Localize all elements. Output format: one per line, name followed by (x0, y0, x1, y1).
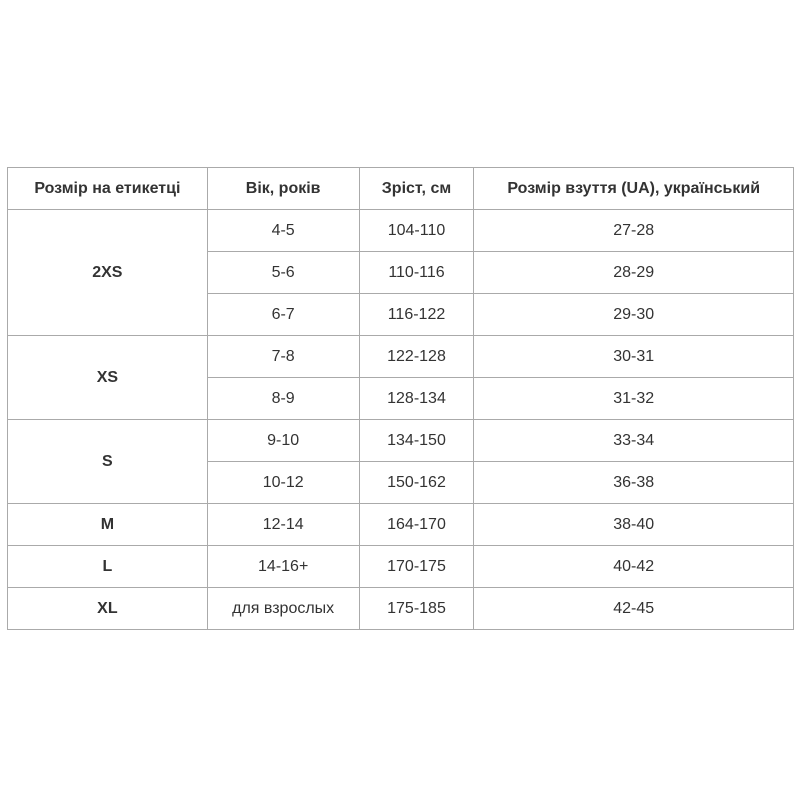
height-cell: 134-150 (358, 419, 475, 462)
age-cell: 5-6 (206, 251, 360, 294)
height-cell: 175-185 (358, 587, 475, 630)
height-cell: 150-162 (358, 461, 475, 504)
height-cell: 122-128 (358, 335, 475, 378)
table-row: S 9-10 134-150 33-34 (7, 419, 794, 504)
shoe-size-cell: 38-40 (473, 503, 794, 546)
shoe-size-cell: 31-32 (473, 377, 794, 420)
shoe-size-cell: 29-30 (473, 293, 794, 336)
age-cell: 10-12 (206, 461, 360, 504)
header-shoe-size: Розмір взуття (UA), український (473, 167, 794, 210)
height-cell: 164-170 (358, 503, 475, 546)
height-cell: 170-175 (358, 545, 475, 588)
age-cell: 9-10 (206, 419, 360, 462)
table-row: 10-12 150-162 36-38 (8, 461, 794, 504)
table-row: 5-6 110-116 28-29 (8, 251, 794, 294)
table-row: M 12-14 164-170 38-40 (7, 503, 794, 546)
table-row: L 14-16+ 170-175 40-42 (7, 545, 794, 588)
table-row: XS 7-8 122-128 30-31 (7, 335, 794, 420)
size-label-cell: M (7, 503, 208, 546)
shoe-size-cell: 30-31 (473, 335, 794, 378)
size-label-cell: L (7, 545, 208, 588)
age-cell: 4-5 (206, 209, 360, 252)
size-label-cell: XL (7, 587, 208, 630)
height-cell: 116-122 (358, 293, 475, 336)
size-chart-table: Розмір на етикетці Вік, років Зріст, см … (7, 167, 794, 630)
shoe-size-cell: 33-34 (473, 419, 794, 462)
table-row: 8-9 128-134 31-32 (8, 377, 794, 420)
table-row: XL для взрослых 175-185 42-45 (7, 587, 794, 630)
age-cell: 7-8 (206, 335, 360, 378)
header-age: Вік, років (206, 167, 360, 210)
header-height: Зріст, см (358, 167, 475, 210)
size-label-cell: S (7, 419, 208, 504)
shoe-size-cell: 42-45 (473, 587, 794, 630)
age-cell: 6-7 (206, 293, 360, 336)
height-cell: 110-116 (358, 251, 475, 294)
height-cell: 128-134 (358, 377, 475, 420)
age-cell: 14-16+ (206, 545, 360, 588)
age-cell: для взрослых (206, 587, 360, 630)
shoe-size-cell: 28-29 (473, 251, 794, 294)
height-cell: 104-110 (358, 209, 475, 252)
header-row: Розмір на етикетці Вік, років Зріст, см … (7, 167, 794, 210)
size-label-cell: XS (7, 335, 208, 420)
shoe-size-cell: 36-38 (473, 461, 794, 504)
header-label-size: Розмір на етикетці (7, 167, 208, 210)
shoe-size-cell: 40-42 (473, 545, 794, 588)
age-cell: 12-14 (206, 503, 360, 546)
table-row: 6-7 116-122 29-30 (8, 293, 794, 336)
age-cell: 8-9 (206, 377, 360, 420)
table-row: 2XS 4-5 104-110 27-28 (7, 209, 794, 336)
size-label-cell: 2XS (7, 209, 208, 336)
shoe-size-cell: 27-28 (473, 209, 794, 252)
